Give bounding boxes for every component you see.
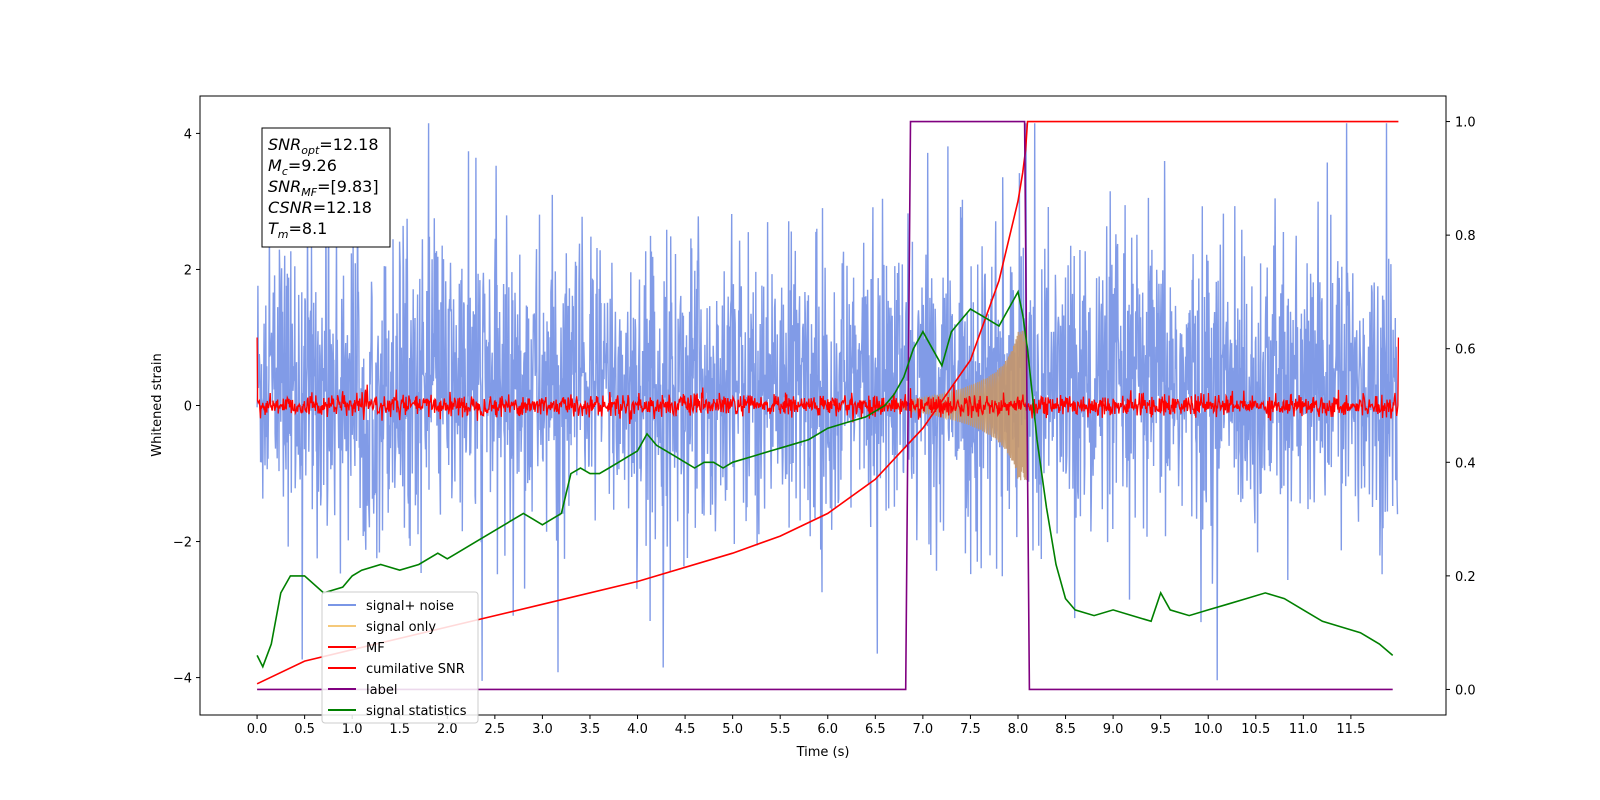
y-tick-label: 0 (184, 400, 192, 415)
legend-entry: signal+ noise (366, 599, 454, 614)
ticks: 0.0 0.5 1.0 1.5 2.0 2.5 3.0 3.5 4.0 4.5 5.0 5.5 6.0 6… (173, 116, 1476, 737)
y2-tick-label: 0.0 (1455, 683, 1476, 698)
x-tick-label: 1.0 (342, 722, 363, 737)
x-tick-label: 8.0 (1008, 722, 1029, 737)
legend: signal+ noise signal only MF cumilative SNR… (321, 591, 479, 724)
y2-tick-label: 1.0 (1455, 116, 1476, 131)
annotation-line: CSNR=12.18 (268, 198, 372, 217)
y-tick-label: 2 (184, 263, 192, 278)
series-mf (256, 337, 1400, 425)
y2-tick-label: 0.8 (1455, 229, 1476, 244)
annotation-box: SNRopt=12.18Mc=9.26SNRMF=[9.83]CSNR=12.1… (261, 127, 391, 248)
x-tick-label: 0.0 (247, 722, 268, 737)
x-tick-label: 6.0 (817, 722, 838, 737)
y-tick-label: −2 (173, 536, 192, 551)
x-tick-label: 5.0 (722, 722, 743, 737)
legend-entry: signal statistics (366, 704, 467, 719)
x-tick-label: 3.5 (580, 722, 601, 737)
annotation-line: Tm=8.1 (268, 219, 327, 241)
x-tick-label: 7.5 (960, 722, 981, 737)
x-axis-label: Time (s) (796, 745, 850, 760)
legend-frame (321, 591, 479, 724)
y2-tick-label: 0.6 (1455, 343, 1476, 358)
y-tick-label: 4 (184, 127, 192, 142)
x-tick-label: 8.5 (1055, 722, 1076, 737)
series-signal-noise (256, 123, 1399, 681)
annotation-line: SNRopt=12.18 (268, 135, 379, 157)
x-tick-label: 1.5 (389, 722, 410, 737)
legend-entry: cumilative SNR (366, 662, 465, 677)
x-tick-label: 6.5 (865, 722, 886, 737)
x-tick-label: 4.0 (627, 722, 648, 737)
x-tick-label: 2.0 (437, 722, 458, 737)
legend-entry: label (366, 683, 397, 698)
series-signal-statistics (256, 289, 1394, 669)
x-tick-label: 10.5 (1241, 722, 1270, 737)
x-tick-label: 3.0 (532, 722, 553, 737)
annotation-frame (261, 127, 391, 248)
x-tick-label: 9.0 (1103, 722, 1124, 737)
y2-tick-label: 0.2 (1455, 570, 1476, 585)
y2-tick-label: 0.4 (1455, 456, 1476, 471)
legend-entry: MF (366, 641, 385, 656)
series-label (257, 120, 1393, 691)
y-axis-label: Whitened strain (150, 353, 165, 456)
x-tick-label: 11.0 (1289, 722, 1318, 737)
annotation-line: SNRMF=[9.83] (268, 177, 379, 199)
x-tick-label: 10.0 (1194, 722, 1223, 737)
annotation-line: Mc=9.26 (268, 156, 337, 178)
x-tick-label: 0.5 (294, 722, 315, 737)
x-tick-label: 2.5 (485, 722, 506, 737)
x-tick-label: 4.5 (675, 722, 696, 737)
x-tick-label: 5.5 (770, 722, 791, 737)
x-tick-label: 9.5 (1150, 722, 1171, 737)
x-tick-label: 7.0 (913, 722, 934, 737)
x-tick-label: 11.5 (1336, 722, 1365, 737)
y-tick-label: −4 (173, 672, 192, 687)
legend-entry: signal only (366, 620, 436, 635)
